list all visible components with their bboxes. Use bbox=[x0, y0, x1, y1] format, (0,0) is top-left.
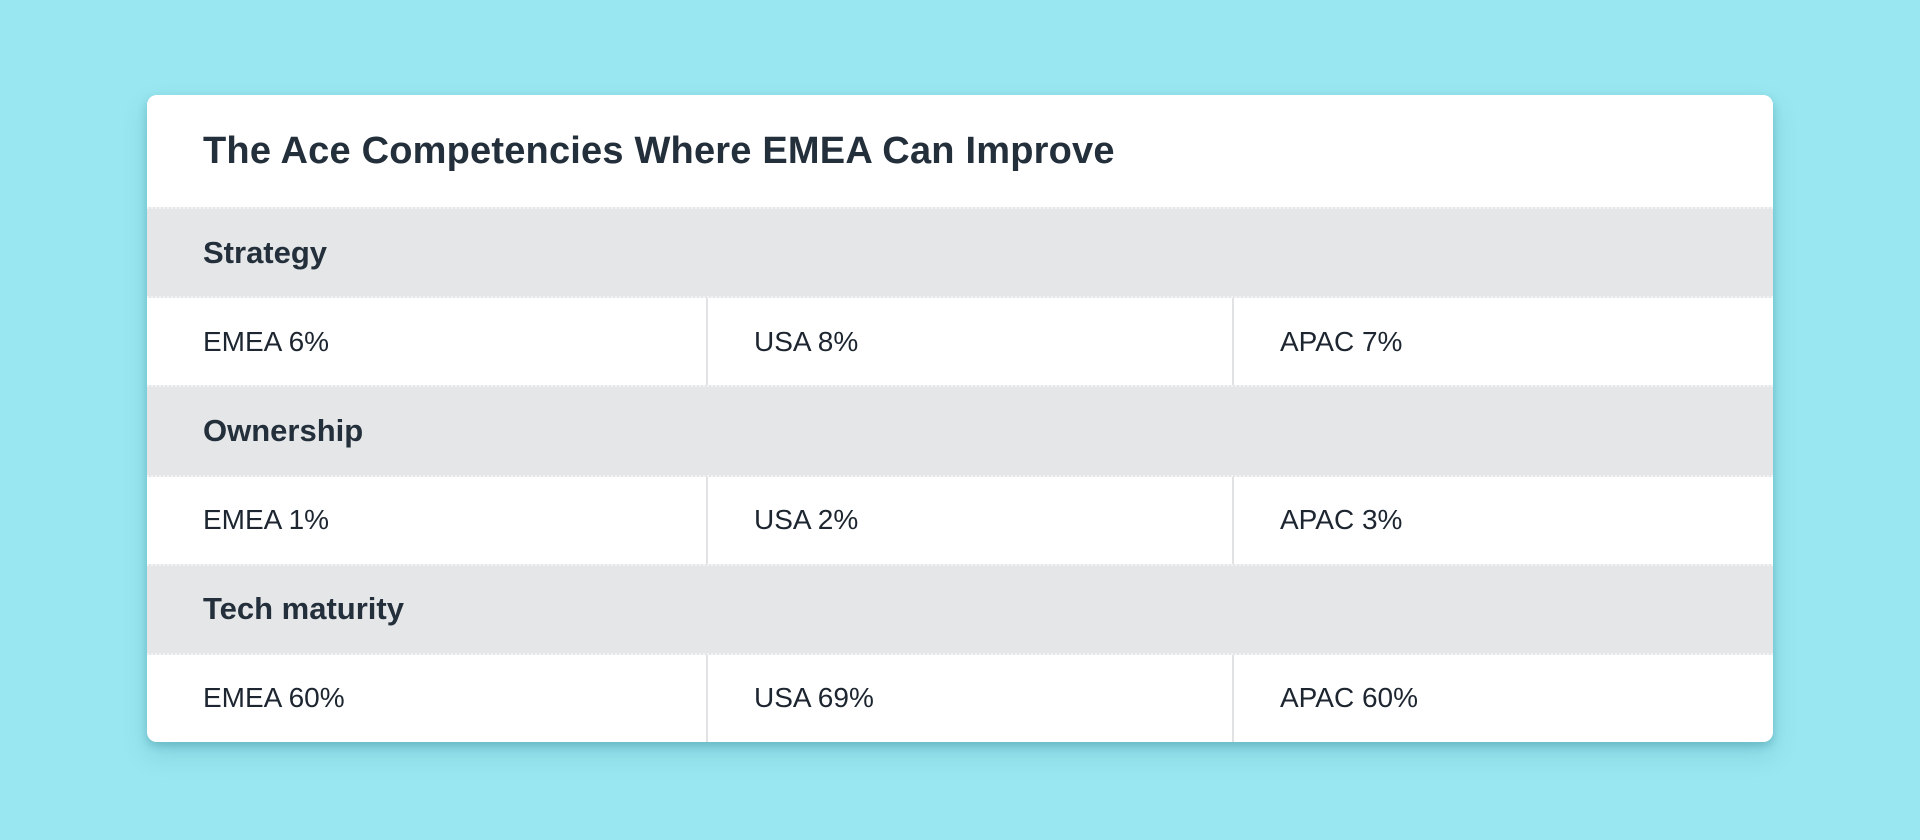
cell-tech-maturity-usa: USA 69% bbox=[706, 654, 1232, 742]
cell-tech-maturity-emea: EMEA 60% bbox=[203, 682, 345, 714]
cell-ownership-apac: APAC 3% bbox=[1232, 476, 1773, 564]
section-label: Tech maturity bbox=[203, 591, 404, 627]
cell-ownership-emea: EMEA 1% bbox=[203, 504, 330, 536]
section-label: Ownership bbox=[203, 412, 364, 448]
cell-ownership-usa: USA 2% bbox=[706, 476, 1232, 564]
cell-strategy-emea: EMEA 6% bbox=[203, 325, 330, 357]
section-header-tech-maturity: Tech maturity bbox=[147, 563, 1773, 655]
data-row-strategy: EMEA 6% USA 8% APAC 7% bbox=[147, 298, 1773, 386]
section-label: Strategy bbox=[203, 234, 328, 270]
page-title: The Ace Competencies Where EMEA Can Impr… bbox=[203, 129, 1115, 172]
cell-tech-maturity-apac: APAC 60% bbox=[1232, 654, 1773, 742]
data-row-tech-maturity: EMEA 60% USA 69% APAC 60% bbox=[147, 654, 1773, 742]
cell-strategy-apac: APAC 7% bbox=[1232, 298, 1773, 386]
competency-table-card: The Ace Competencies Where EMEA Can Impr… bbox=[147, 95, 1773, 742]
data-row-ownership: EMEA 1% USA 2% APAC 3% bbox=[147, 476, 1773, 564]
card-title-row: The Ace Competencies Where EMEA Can Impr… bbox=[147, 95, 1773, 207]
cell-strategy-usa: USA 8% bbox=[706, 298, 1232, 386]
section-header-strategy: Strategy bbox=[147, 207, 1773, 299]
section-header-ownership: Ownership bbox=[147, 385, 1773, 477]
